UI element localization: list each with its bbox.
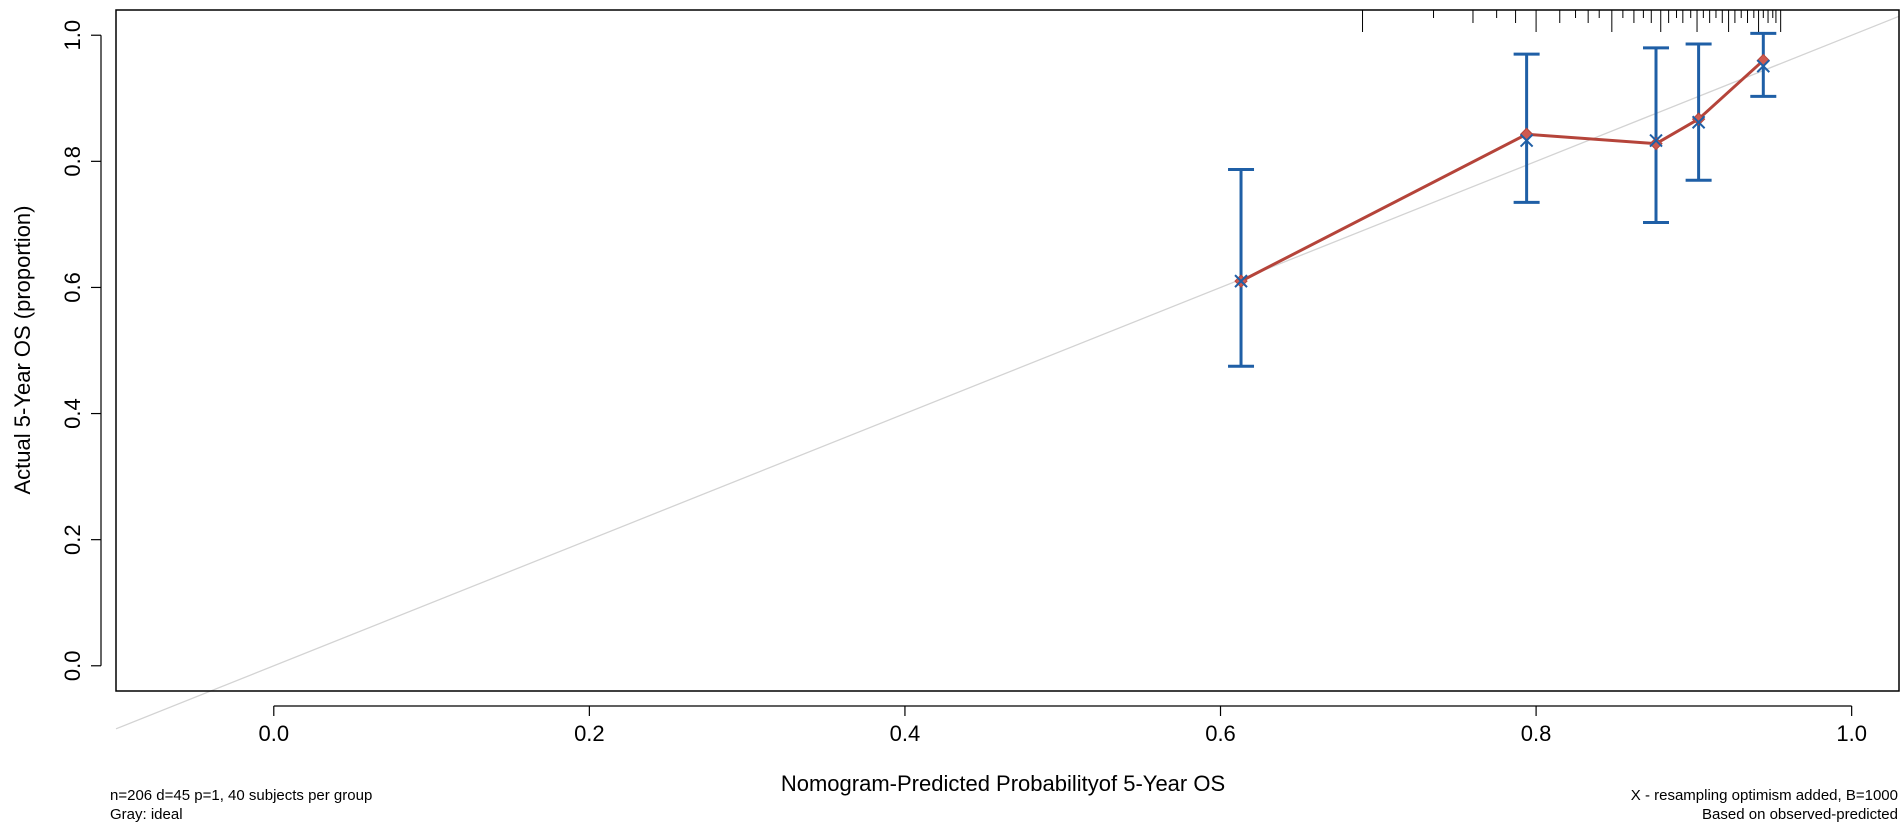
footer-left: n=206 d=45 p=1, 40 subjects per group Gr… xyxy=(110,786,372,824)
x-tick-label: 0.8 xyxy=(1521,721,1552,746)
ideal-line xyxy=(115,15,1900,730)
x-tick-label: 0.6 xyxy=(1205,721,1236,746)
observed-point xyxy=(1519,127,1534,141)
x-marker-stroke xyxy=(1519,133,1534,148)
x-tick-label: 0.0 xyxy=(258,721,289,746)
y-axis-label: Actual 5-Year OS (proportion) xyxy=(10,206,35,495)
y-tick-label: 0.2 xyxy=(60,524,85,555)
y-tick-label: 0.4 xyxy=(60,398,85,429)
x-marker-stroke xyxy=(1234,274,1248,288)
bias-corrected-point xyxy=(1519,133,1534,148)
bias-corrected-point xyxy=(1691,115,1706,129)
y-tick-label: 1.0 xyxy=(60,20,85,51)
plot-frame xyxy=(115,9,1900,692)
footer-method-note: Based on observed-predicted xyxy=(1702,806,1898,823)
x-tick-label: 1.0 xyxy=(1836,721,1867,746)
x-marker-stroke xyxy=(1691,115,1706,129)
x-tick-label: 0.2 xyxy=(574,721,605,746)
bias-corrected-point xyxy=(1234,274,1248,288)
x-marker-stroke xyxy=(1649,133,1663,148)
x-axis-label: Nomogram-Predicted Probabilityof 5-Year … xyxy=(781,771,1225,796)
footer-right: X - resampling optimism added, B=1000 Ba… xyxy=(1631,786,1898,824)
footer-resampling-note: X - resampling optimism added, B=1000 xyxy=(1630,787,1898,804)
y-tick-label: 0.6 xyxy=(60,272,85,303)
y-tick-label: 0.0 xyxy=(60,650,85,681)
x-tick-label: 0.4 xyxy=(890,721,921,746)
footer-summary: n=206 d=45 p=1, 40 subjects per group xyxy=(110,787,373,804)
observed-point xyxy=(1649,136,1663,151)
footer-legend-ideal: Gray: ideal xyxy=(110,806,183,823)
x-marker-stroke xyxy=(1756,59,1771,73)
y-tick-label: 0.8 xyxy=(60,146,85,177)
bias-corrected-point xyxy=(1756,59,1771,73)
bias-corrected-point xyxy=(1649,133,1663,148)
